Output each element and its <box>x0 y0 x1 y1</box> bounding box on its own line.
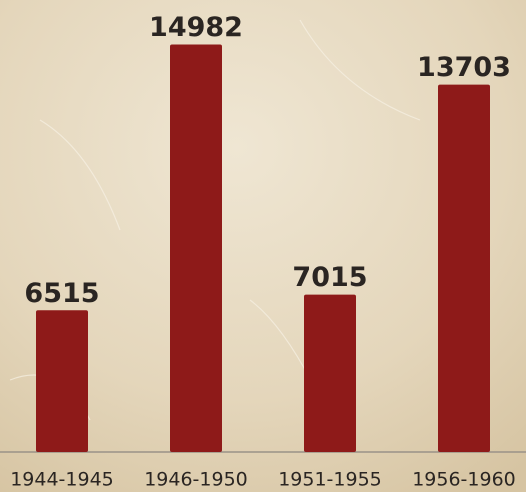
bar <box>304 294 356 452</box>
value-label: 7015 <box>292 262 367 293</box>
value-label: 14982 <box>149 12 243 43</box>
value-label: 6515 <box>24 278 99 309</box>
bar <box>36 310 88 452</box>
x-tick-label: 1956-1960 <box>412 469 516 491</box>
bar <box>438 84 490 453</box>
x-tick-label: 1951-1955 <box>278 469 382 491</box>
value-label: 13703 <box>417 52 511 83</box>
x-tick-label: 1944-1945 <box>10 469 114 491</box>
x-tick-label: 1946-1950 <box>144 469 248 491</box>
texture <box>9 19 421 421</box>
bar <box>170 44 222 452</box>
